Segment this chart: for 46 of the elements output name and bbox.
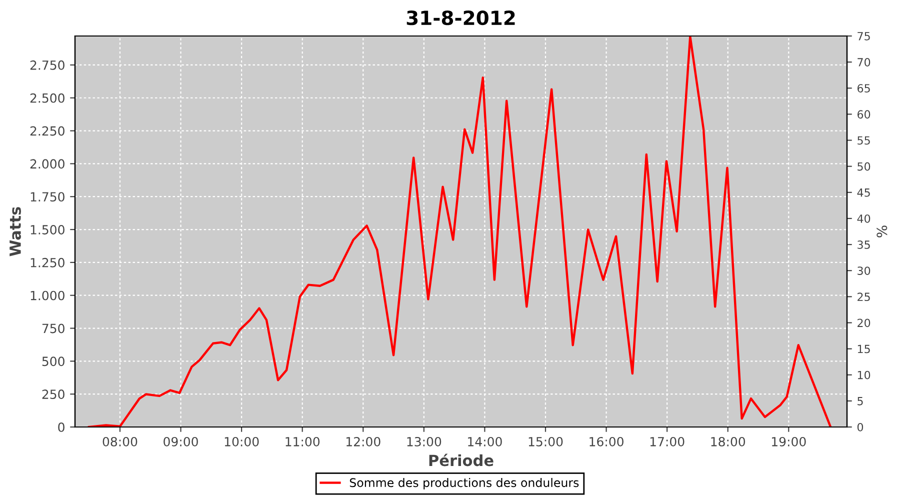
y2-tick-label: 5 — [858, 397, 863, 406]
y-tick-label: 500 — [42, 356, 64, 366]
x-tick-label: 19:00 — [772, 436, 806, 446]
y-axis-title: Watts — [10, 207, 21, 256]
y-tick-label: 1.750 — [30, 192, 64, 202]
x-tick-label: 13:00 — [407, 436, 442, 446]
x-tick-label: 10:00 — [224, 436, 259, 446]
chart-title: 31-8-2012 — [406, 10, 515, 26]
y2-tick-label: 50 — [858, 162, 870, 171]
y-tick-label: 0 — [58, 422, 64, 432]
y-tick-label: 1.500 — [30, 224, 64, 234]
x-tick-label: 18:00 — [711, 436, 746, 446]
x-tick-label: 08:00 — [102, 436, 138, 446]
y2-tick-label: 25 — [858, 292, 870, 302]
x-tick-label: 12:00 — [346, 436, 380, 446]
y2-tick-label: 70 — [858, 58, 870, 66]
x-tick-label: 17:00 — [650, 436, 684, 446]
y-tick-label: 2.250 — [30, 126, 64, 136]
x-tick-label: 11:00 — [286, 436, 320, 446]
line-series — [88, 36, 832, 427]
x-tick-label: 15:00 — [528, 436, 563, 446]
y2-tick-label: 60 — [858, 110, 870, 119]
y-tick-label: 1.000 — [30, 290, 64, 300]
x-axis-title: Période — [429, 454, 494, 466]
y-tick-label: 1.250 — [30, 258, 64, 268]
y-tick-label: 2.500 — [30, 93, 64, 103]
y2-tick-label: 65 — [858, 84, 870, 93]
y2-tick-label: 75 — [858, 32, 870, 40]
y2-axis-title: % — [876, 226, 888, 238]
y-tick-label: 750 — [42, 324, 64, 334]
y-tick-label: 250 — [42, 390, 64, 400]
y2-tick-label: 40 — [857, 214, 870, 223]
y2-tick-label: 10 — [858, 370, 870, 380]
y2-tick-label: 35 — [858, 240, 870, 249]
x-tick-label: 09:00 — [164, 436, 198, 446]
legend-label: Somme des productions des onduleurs — [350, 478, 579, 490]
y2-tick-label: 15 — [858, 344, 870, 354]
y-tick-label: 2.750 — [30, 60, 64, 70]
x-tick-label: 16:00 — [590, 436, 624, 446]
y2-tick-label: 30 — [858, 266, 870, 275]
y2-tick-label: 55 — [858, 136, 870, 145]
y2-tick-label: 20 — [858, 318, 870, 328]
y-tick-label: 2.000 — [30, 159, 64, 169]
y2-tick-label: 45 — [857, 188, 870, 197]
y2-tick-label: 0 — [857, 422, 864, 432]
x-tick-label: 14:00 — [468, 436, 502, 446]
